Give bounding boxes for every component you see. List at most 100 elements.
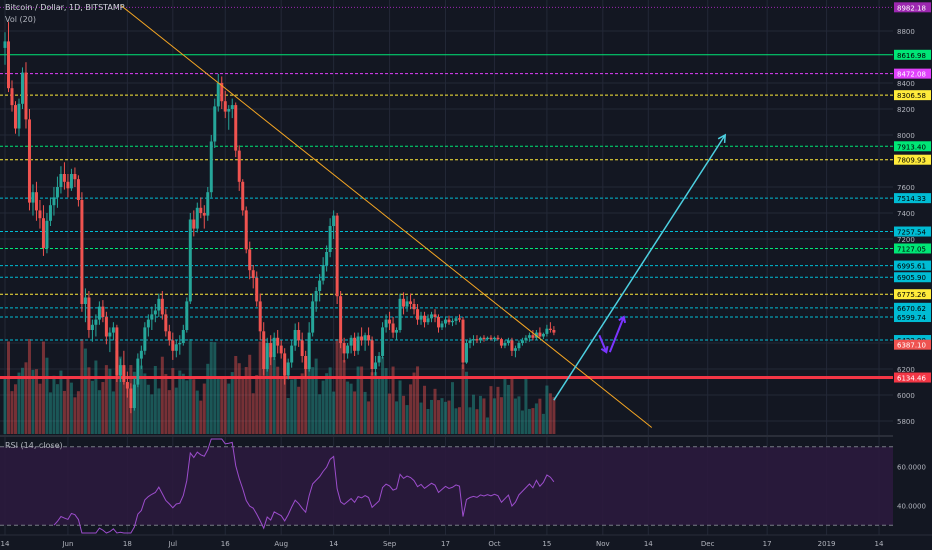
candle-body bbox=[227, 109, 231, 112]
volume-bar bbox=[80, 339, 84, 434]
volume-bar bbox=[195, 390, 199, 434]
price-axis[interactable]: 5800600062006400720074007600800082008400… bbox=[893, 0, 932, 535]
candle-body bbox=[41, 218, 45, 249]
candle-body bbox=[391, 323, 395, 333]
candle-body bbox=[360, 336, 364, 341]
price-tick-6: 7600 bbox=[897, 184, 915, 192]
volume-bar bbox=[244, 367, 248, 434]
candle-body bbox=[244, 210, 248, 250]
candle-body bbox=[419, 315, 423, 320]
volume-bar bbox=[108, 368, 112, 434]
trendline-descending[interactable] bbox=[120, 4, 653, 428]
candle-body bbox=[444, 319, 448, 324]
candle-body bbox=[108, 332, 112, 337]
volume-bar bbox=[517, 396, 521, 434]
candle-body bbox=[24, 72, 28, 120]
volume-bar bbox=[248, 354, 252, 434]
trendline-arrowhead bbox=[717, 133, 727, 144]
candle-body bbox=[300, 340, 304, 356]
level-value-10: 6905.90 bbox=[897, 274, 926, 282]
candle-body bbox=[450, 320, 454, 323]
candle-body bbox=[255, 278, 259, 302]
candle-body bbox=[279, 345, 283, 354]
candle-body bbox=[395, 330, 399, 333]
volume-bar bbox=[423, 385, 427, 434]
candle-body bbox=[164, 314, 168, 332]
candle-body bbox=[517, 343, 521, 349]
volume-bar bbox=[97, 390, 101, 434]
candle-body bbox=[45, 220, 49, 249]
level-value-0: 8982.18 bbox=[897, 4, 926, 12]
volume-bar bbox=[62, 390, 66, 434]
time-axis[interactable]: 14 Jun 18 Jul 16 Aug 14 Sep 17 Oct 15 Nov 14 Dec 17 201… bbox=[0, 534, 932, 550]
volume-bar bbox=[255, 375, 259, 434]
volume-bar bbox=[209, 341, 213, 434]
candle-body bbox=[426, 318, 430, 323]
candle-body bbox=[220, 83, 224, 102]
candle-body bbox=[76, 179, 80, 200]
time-tick-2: 18 bbox=[123, 540, 132, 548]
price-tick-10: 8800 bbox=[897, 28, 915, 36]
volume-bar bbox=[552, 397, 556, 434]
candle-body bbox=[335, 215, 339, 297]
candle-body bbox=[492, 337, 496, 340]
candle-body bbox=[272, 337, 276, 358]
candle-body bbox=[475, 339, 479, 341]
level-label-1: 8616.98 bbox=[894, 49, 931, 60]
rsi-series bbox=[53, 438, 555, 534]
volume-bar bbox=[69, 382, 73, 434]
volume-bar bbox=[279, 376, 283, 434]
candle-body bbox=[447, 319, 451, 323]
volume-bar bbox=[94, 360, 98, 434]
volume-bar bbox=[104, 365, 108, 434]
volume-bar bbox=[339, 341, 343, 434]
trendline-ascending[interactable] bbox=[553, 134, 726, 401]
volume-bar bbox=[31, 369, 35, 434]
volume-bar bbox=[430, 399, 434, 434]
level-value-7: 7257.54 bbox=[897, 229, 926, 237]
candle-body bbox=[69, 174, 73, 189]
volume-bar bbox=[241, 377, 245, 434]
volume-bar bbox=[395, 401, 399, 434]
volume-bar bbox=[220, 377, 224, 434]
candle-body bbox=[524, 337, 528, 341]
candle-body bbox=[192, 219, 196, 229]
level-value-4: 7913.40 bbox=[897, 143, 926, 151]
candle-body bbox=[423, 315, 427, 323]
candle-body bbox=[10, 88, 14, 106]
candle-body bbox=[160, 298, 164, 315]
volume-bar bbox=[101, 382, 105, 434]
price-tick-0: 5800 bbox=[897, 418, 915, 426]
volume-bar bbox=[111, 391, 115, 434]
volume-bar bbox=[475, 409, 479, 434]
volume-bar bbox=[206, 363, 210, 434]
volume-bar bbox=[304, 365, 308, 434]
candle-body bbox=[430, 314, 434, 319]
volume-bar bbox=[13, 384, 17, 434]
candle-body bbox=[356, 336, 360, 351]
volume-bar bbox=[325, 373, 329, 434]
volume-bar bbox=[461, 364, 465, 434]
forecast-arrow-1[interactable] bbox=[608, 316, 625, 353]
forecast-arrowhead-0 bbox=[600, 346, 609, 354]
volume-bar bbox=[548, 393, 552, 434]
rsi-label: RSI (14, close) bbox=[5, 441, 63, 450]
volume-bar bbox=[199, 400, 203, 434]
time-tick-6: 14 bbox=[329, 540, 338, 548]
candle-body bbox=[27, 119, 31, 203]
volume-bar bbox=[328, 367, 332, 434]
candle-body bbox=[73, 174, 77, 180]
candle-body bbox=[552, 330, 556, 333]
price-tick-1: 6000 bbox=[897, 392, 915, 400]
volume-bar bbox=[83, 348, 87, 434]
candle-body bbox=[527, 335, 531, 338]
volume-bar bbox=[335, 339, 339, 434]
volume-bar bbox=[87, 367, 91, 434]
candle-body bbox=[346, 345, 350, 354]
volume-bar bbox=[314, 358, 318, 434]
level-value-5: 7809.93 bbox=[897, 157, 926, 165]
candle-body bbox=[188, 219, 192, 302]
candle-body bbox=[471, 339, 475, 341]
forecast-arrow-0[interactable] bbox=[598, 334, 608, 353]
